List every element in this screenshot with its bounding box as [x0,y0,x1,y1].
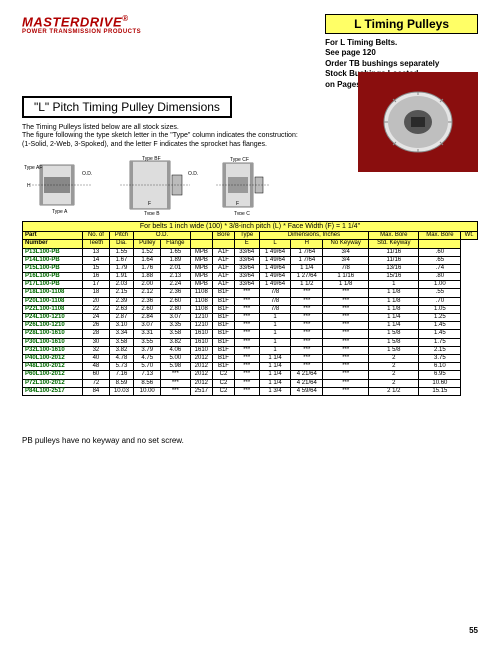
section-title: "L" Pitch Timing Pulley Dimensions [22,96,232,118]
table-row: P24L100-1210242.872.843.071210B1F***1***… [23,314,478,322]
diagram-a: Type AF O.D. Type A (Bored-to-size) H [22,155,102,215]
svg-text:F: F [236,201,239,207]
table-row: P28L100-1610283.343.313.581610B1F***1***… [23,330,478,338]
svg-text:Type C: Type C [234,211,250,215]
note-line: See page 120 [325,48,478,58]
table-row: P30L100-1610303.583.553.821610B1F***1***… [23,338,478,346]
table-row: P48L100-2012485.735.705.982012B1F***1 1/… [23,363,478,371]
intro-text: The Timing Pulleys listed below are all … [22,124,302,149]
svg-text:F: F [148,201,151,207]
svg-text:Type CF: Type CF [230,157,249,163]
table-row: P26L100-1210263.103.073.351210B1F***1***… [23,322,478,330]
table-row: P40L100-2012404.784.755.002012B1F***1 1/… [23,354,478,362]
table-head: PartNo. ofPitchO.D.BoreTypeDimensions, I… [23,232,478,248]
intro-line: The figure following the type sketch let… [22,132,302,149]
diagram-c: Type CF Type C F [208,155,278,215]
svg-text:Type AF: Type AF [24,165,42,171]
table-row: P17L100-PB172.032.002.24MPBA1F33/641 49/… [23,281,478,289]
product-photo [358,72,478,172]
note-line: Order TB bushings separately [325,59,478,69]
logo-block: MASTERDRIVE® POWER TRANSMISSION PRODUCTS [22,14,141,35]
svg-text:(Bored-to-size): (Bored-to-size) [44,214,71,215]
table-row: P15L100-PB151.791.762.01MPBA1F33/641 49/… [23,264,478,272]
right-title: L Timing Pulleys [325,14,478,34]
note-line: For L Timing Belts. [325,38,478,48]
table-row: P20L100-1108202.392.362.601108B1F***7/8*… [23,297,478,305]
table-row: P72L100-2012728.598.56***2012C2***1 1/44… [23,379,478,387]
logo-name: MASTERDRIVE® [22,14,141,29]
table-row: P60L100-2012607.167.13***2012C2***1 1/44… [23,371,478,379]
table-row: P22L100-1108222.632.602.801108B1F***7/8*… [23,305,478,313]
table-row: P16L100-PB161.911.882.13MPBA1F33/641 49/… [23,273,478,281]
table-row: P18L100-1108182.152.122.361108B1F***7/8*… [23,289,478,297]
svg-text:H: H [27,183,31,189]
spec-table: PartNo. ofPitchO.D.BoreTypeDimensions, I… [22,231,478,396]
table-row: P14L100-PB141.671.641.89MPBA1F33/641 49/… [23,256,478,264]
table-row: P13L100-PB131.551.521.65MPBA1F33/641 49/… [23,248,478,256]
svg-text:Type B: Type B [144,211,160,215]
svg-text:Type BF: Type BF [142,156,161,162]
table-caption: For belts 1 inch wide (100) * 3/8-inch p… [22,221,478,231]
intro-line: The Timing Pulleys listed below are all … [22,124,302,132]
diagram-b: Type BF O.D. Type B F [110,155,200,215]
svg-text:O.D.: O.D. [82,171,92,177]
logo-sub: POWER TRANSMISSION PRODUCTS [22,29,141,35]
table-body: P13L100-PB131.551.521.65MPBA1F33/641 49/… [23,248,478,395]
svg-text:O.D.: O.D. [188,171,198,177]
table-row: P32L100-1610323.823.794.061610B1F***1***… [23,346,478,354]
foot-note: PB pulleys have no keyway and no set scr… [22,436,478,445]
page-number: 55 [469,626,478,635]
table-row: P84L100-25178410.0310.00***2517C2***1 3/… [23,387,478,395]
